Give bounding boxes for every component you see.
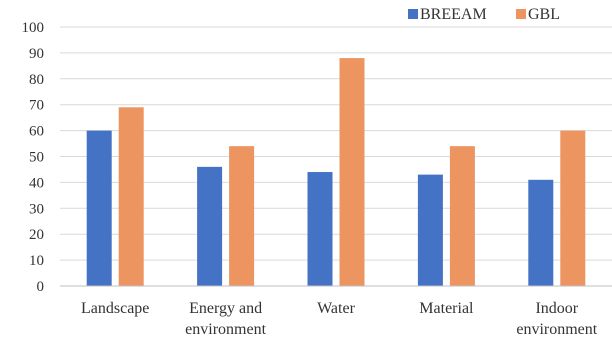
bar-breeam [417,174,443,286]
x-category-label: environment [185,321,266,338]
bar-gbl [339,58,365,286]
x-category-label: Energy and [189,300,262,317]
y-tick-label: 90 [29,46,44,62]
bar-gbl [118,107,144,286]
y-axis-ticks: 0 10 20 30 40 50 60 70 80 90 100 [22,20,45,295]
y-tick-label: 100 [22,20,45,36]
x-category-label: Water [317,300,355,317]
x-category-label: Material [419,300,474,317]
y-tick-label: 10 [29,253,44,269]
legend-swatch-breeam [408,9,418,19]
y-tick-label: 50 [29,150,44,166]
bar-breeam [197,166,223,286]
bar-breeam [307,172,333,286]
x-category-label: Landscape [81,300,149,317]
y-tick-label: 60 [29,124,44,140]
y-tick-label: 70 [29,98,44,114]
bar-breeam [86,130,112,286]
y-tick-label: 80 [29,72,44,88]
y-tick-label: 30 [29,201,44,217]
x-category-label: environment [516,321,597,338]
legend-swatch-gbl [516,9,526,19]
x-axis-categories: Landscape Energy and environment Water Mater… [81,300,598,338]
gridlines [60,26,612,261]
bar-breeam [528,179,554,286]
legend-label-breeam: BREEAM [420,6,487,23]
bars [86,58,586,286]
y-tick-label: 20 [29,227,44,243]
legend: BREEAM GBL [408,6,560,23]
bar-gbl [449,146,475,286]
y-tick-label: 0 [37,279,45,295]
y-tick-label: 40 [29,175,44,191]
x-category-label: Indoor [535,300,578,317]
bar-gbl [229,146,255,286]
bar-gbl [560,130,586,286]
legend-label-gbl: GBL [528,6,560,23]
